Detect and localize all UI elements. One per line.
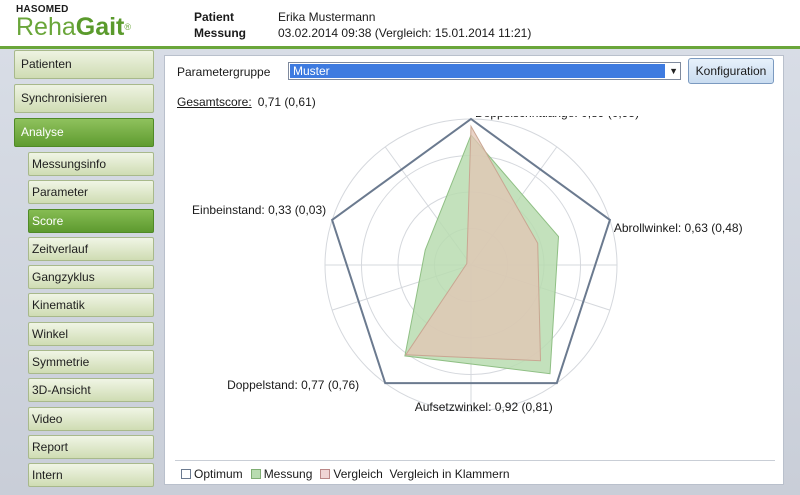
legend-comparison-label: Vergleich <box>333 466 383 481</box>
subnav-item-3d-ansicht[interactable]: 3D-Ansicht <box>28 378 154 403</box>
analyse-subnav: Messungsinfo Parameter Score Zeitverlauf… <box>28 152 154 488</box>
parameter-group-value: Muster <box>290 64 665 78</box>
axis-label-doppelschrittlänge: Doppelschrittlänge: 0,89 (0,95) <box>475 116 639 120</box>
comparison-swatch <box>320 468 331 479</box>
measurement-swatch <box>250 468 261 479</box>
product-name-part1: Reha <box>16 13 76 41</box>
hasomed-brand: HASOMED <box>16 4 69 15</box>
rehagait-logo: HASOMED RehaGait® <box>16 4 131 40</box>
patient-name: Erika Mustermann <box>278 10 376 24</box>
legend-measurement-label: Messung <box>263 466 313 481</box>
axis-label-aufsetzwinkel: Aufsetzwinkel: 0,92 (0,81) <box>415 400 553 414</box>
legend-comparison: Vergleich Vergleich in Klammern <box>320 466 510 481</box>
axis-label-einbeinstand: Einbeinstand: 0,33 (0,03) <box>192 203 326 217</box>
parameter-group-label: Parametergruppe <box>177 65 271 79</box>
subnav-item-symmetrie[interactable]: Symmetrie <box>28 350 154 375</box>
subnav-item-messungsinfo[interactable]: Messungsinfo <box>28 152 154 176</box>
axis-label-abrollwinkel: Abrollwinkel: 0,63 (0,48) <box>614 221 743 235</box>
total-score: Gesamtscore: 0,71 (0,61) <box>177 95 316 109</box>
sidebar-nav: Patienten Synchronisieren Analyse Messun… <box>14 50 154 492</box>
subnav-item-winkel[interactable]: Winkel <box>28 321 154 346</box>
score-panel: Parametergruppe Muster ▼ Konfiguration G… <box>164 55 784 485</box>
series-optimum <box>330 117 612 385</box>
dropdown-arrow-icon[interactable]: ▼ <box>669 66 678 76</box>
sidebar-item-analyse[interactable]: Analyse <box>14 118 154 147</box>
header-labels: Patient Messung <box>194 9 246 41</box>
app-header: HASOMED RehaGait® Patient Messung Erika … <box>0 0 800 46</box>
parameter-group-select[interactable]: Muster ▼ <box>288 62 681 80</box>
total-score-value: 0,71 (0,61) <box>257 95 316 109</box>
subnav-item-intern[interactable]: Intern <box>28 463 154 488</box>
subnav-item-report[interactable]: Report <box>28 434 154 459</box>
subnav-item-parameter[interactable]: Parameter <box>28 180 154 205</box>
sidebar-item-patienten[interactable]: Patienten <box>14 50 154 79</box>
subnav-item-score[interactable]: Score <box>28 208 154 233</box>
axis-label-doppelstand: Doppelstand: 0,77 (0,76) <box>227 378 359 392</box>
legend-optimum: Optimum <box>181 467 243 481</box>
subnav-item-gangzyklus[interactable]: Gangzyklus <box>28 265 154 290</box>
sidebar-item-synchronisieren[interactable]: Synchronisieren <box>14 84 154 113</box>
header-divider <box>0 46 800 49</box>
measurement-date: 03.02.2014 09:38 (Vergleich: 15.01.2014 … <box>278 26 532 40</box>
header-values: Erika Mustermann 03.02.2014 09:38 (Vergl… <box>278 9 531 41</box>
legend-measurement: Messung <box>250 466 313 481</box>
subnav-item-zeitverlauf[interactable]: Zeitverlauf <box>28 236 154 261</box>
score-radar-chart: Einbeinstand: 0,33 (0,03) Doppelschrittlä… <box>192 116 743 414</box>
registered-mark: ® <box>124 22 132 32</box>
configuration-button[interactable]: Konfiguration <box>688 58 774 84</box>
patient-label: Patient <box>194 10 235 24</box>
optimum-swatch <box>181 468 191 479</box>
subnav-item-video[interactable]: Video <box>28 406 154 431</box>
chart-legend: Optimum Messung Vergleich Vergleich in K… <box>175 460 775 482</box>
product-name-part2: Gait <box>75 13 125 41</box>
product-name: RehaGait® <box>16 15 131 40</box>
total-score-label: Gesamtscore: <box>177 95 252 109</box>
legend-optimum-label: Optimum <box>194 466 243 481</box>
subnav-item-kinematik[interactable]: Kinematik <box>28 293 154 318</box>
series-vergleich <box>404 124 542 362</box>
legend-comparison-note: Vergleich in Klammern <box>389 466 510 481</box>
measurement-label: Messung <box>194 26 247 40</box>
